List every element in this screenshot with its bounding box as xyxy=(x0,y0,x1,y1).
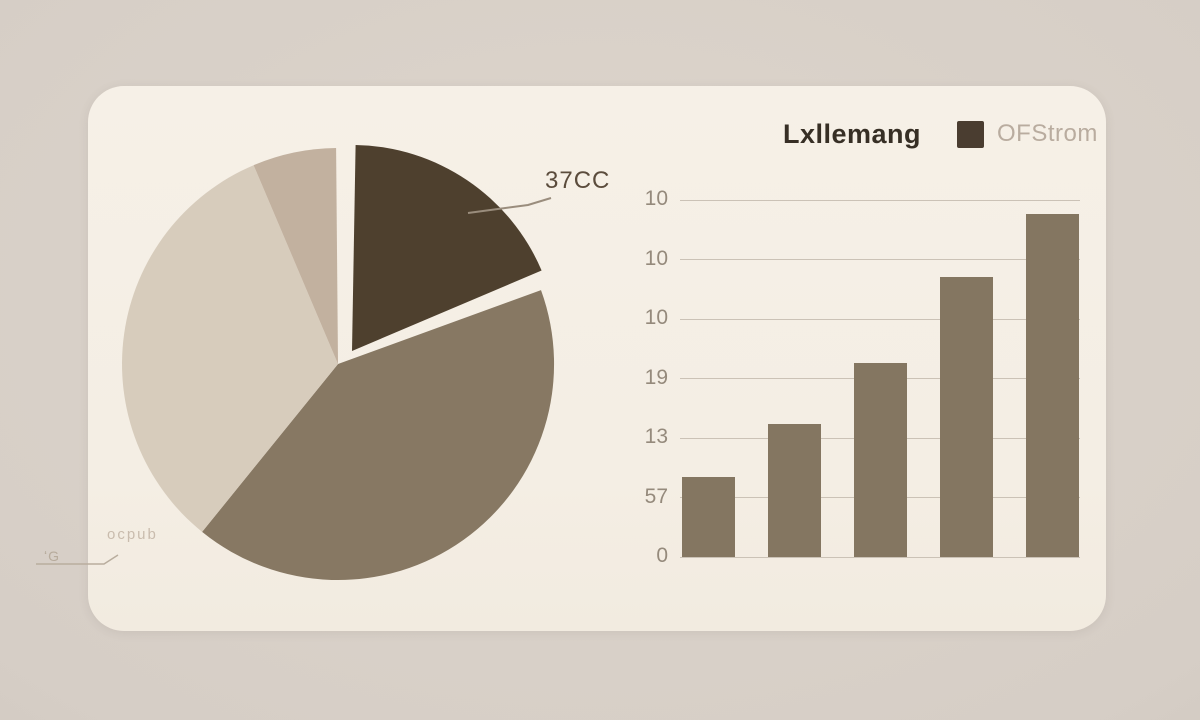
pie-footnote-label: ocpub xyxy=(107,526,158,543)
legend-swatch-icon xyxy=(957,120,984,148)
bar-gridline xyxy=(680,199,1080,201)
pie-footnote-glyph: ʻG xyxy=(44,548,60,564)
bar-3 xyxy=(854,363,907,557)
y-axis-tick-label: 10 xyxy=(644,246,668,270)
pie-footnote-leader-line xyxy=(36,554,119,565)
pie-slice-slice-tan xyxy=(253,148,338,364)
pie-slice-slice-cream xyxy=(122,165,338,532)
bar-1 xyxy=(682,477,735,557)
pie-callout-label: 37CC xyxy=(545,167,611,194)
y-axis-tick-label: 57 xyxy=(644,484,668,508)
y-axis-tick-label: 0 xyxy=(656,544,668,567)
y-axis-tick-label: 10 xyxy=(644,306,668,329)
y-axis-tick-label: 13 xyxy=(644,425,668,448)
bar-4 xyxy=(940,277,993,557)
legend-label: OFStrom xyxy=(997,120,1098,147)
chart-title: Lxllemang xyxy=(783,119,922,149)
legend: OFStrom xyxy=(957,120,1098,148)
pie-slice-ofstrom-dark xyxy=(352,145,542,351)
bar-gridline xyxy=(680,259,1080,260)
pie-callout-leader-line xyxy=(467,197,552,214)
pie-slices xyxy=(122,145,555,581)
bar-gridline xyxy=(680,556,1080,558)
y-axis-tick-label: 10 xyxy=(644,187,668,210)
y-axis-tick-label: 19 xyxy=(644,365,668,389)
bar-2 xyxy=(768,424,821,557)
bar-5 xyxy=(1026,213,1079,557)
pie-slice-slice-medium xyxy=(202,290,555,581)
bar-gridline xyxy=(680,318,1080,320)
